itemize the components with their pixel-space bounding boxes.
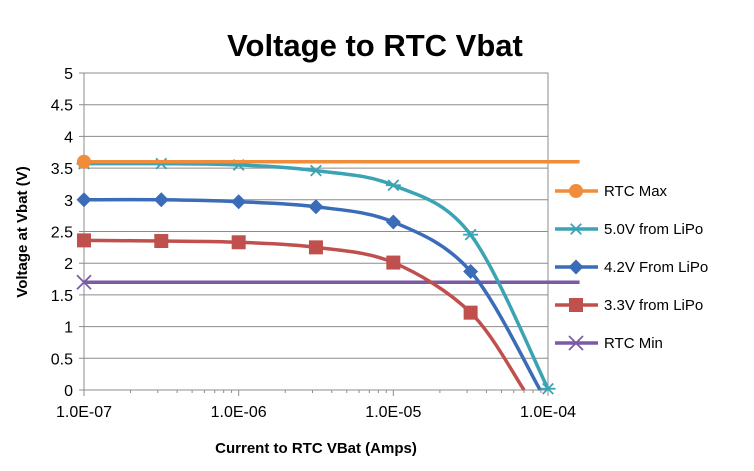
data-point-5-0v-from-lipo: [463, 228, 479, 241]
data-point-5-0v-from-lipo: [540, 382, 556, 395]
data-point-3-3v-from-lipo: [231, 235, 246, 250]
legend-marker: [569, 298, 583, 312]
x-tick-labels: 1.0E-07 1.0E-06 1.0E-05 1.0E-04: [56, 404, 576, 421]
series-rtc-min: [76, 274, 580, 290]
series-3-3v-from-lipo: [77, 233, 526, 391]
y-tick-label: 5: [64, 66, 73, 83]
gridlines: [84, 72, 548, 359]
data-point-3-3v-from-lipo: [463, 305, 478, 320]
legend-item-rtc-max: RTC Max: [555, 183, 668, 200]
x-tick-label: 1.0E-04: [520, 404, 576, 421]
legend-marker: [568, 259, 584, 275]
x-tick-label: 1.0E-05: [365, 404, 421, 421]
series-rtc-max: [77, 154, 580, 169]
y-tick-label: 0: [64, 383, 73, 400]
data-point-5-0v-from-lipo: [308, 164, 324, 177]
y-tick-label: 2.5: [51, 225, 73, 242]
data-point-4-2v-from-lipo: [153, 192, 169, 208]
data-point-3-3v-from-lipo: [77, 233, 91, 248]
legend-label: RTC Max: [604, 183, 668, 200]
y-tick-label: 1.5: [51, 288, 73, 305]
legend-label: 3.3V from LiPo: [604, 297, 703, 314]
x-tick-label: 1.0E-07: [56, 404, 112, 421]
series-4-2v-from-lipo: [76, 192, 542, 391]
data-point-4-2v-from-lipo: [463, 263, 479, 279]
legend-item-rtc-min: RTC Min: [555, 335, 663, 352]
y-tick-label: 4: [64, 129, 73, 146]
data-point-5-0v-from-lipo: [153, 157, 169, 170]
data-point-4-2v-from-lipo: [385, 214, 401, 230]
y-tick-labels: 0 0.5 1 1.5 2 2.5 3 3.5 4 4.5 5: [51, 66, 73, 400]
data-point-4-2v-from-lipo: [231, 194, 247, 210]
series-group: [76, 154, 580, 395]
data-point-3-3v-from-lipo: [308, 240, 323, 255]
data-point-4-2v-from-lipo: [76, 192, 92, 208]
data-point-rtc-min: [76, 274, 92, 290]
y-axis-label: Voltage at Vbat (V): [14, 166, 31, 297]
legend-item-5-0v-from-lipo: 5.0V from LiPo: [555, 221, 703, 238]
data-point-3-3v-from-lipo: [386, 255, 401, 270]
data-point-3-3v-from-lipo: [154, 234, 169, 249]
legend-label: 4.2V From LiPo: [604, 259, 708, 276]
axes: [79, 72, 549, 396]
data-point-4-2v-from-lipo: [308, 199, 324, 215]
legend-item-3-3v-from-lipo: 3.3V from LiPo: [555, 297, 703, 314]
legend-marker: [568, 335, 584, 351]
x-tick-label: 1.0E-06: [211, 404, 267, 421]
legend-marker: [569, 184, 583, 198]
y-tick-label: 3: [64, 193, 73, 210]
y-tick-label: 2: [64, 256, 73, 273]
y-tick-label: 3.5: [51, 161, 73, 178]
data-point-5-0v-from-lipo: [385, 179, 401, 192]
legend: RTC Max 5.0V from LiPo 4.2V From LiPo 3.3V …: [555, 183, 708, 352]
chart-title: Voltage to RTC Vbat: [227, 28, 523, 63]
legend-item-4-2v-from-lipo: 4.2V From LiPo: [555, 259, 708, 276]
legend-marker: [568, 223, 584, 235]
data-point-rtc-max: [77, 154, 91, 169]
y-tick-label: 0.5: [51, 351, 73, 368]
legend-label: RTC Min: [604, 335, 663, 352]
series-line-5-0v-from-lipo: [83, 161, 550, 390]
legend-label: 5.0V from LiPo: [604, 221, 703, 238]
y-tick-label: 1: [64, 320, 73, 337]
y-tick-label: 4.5: [51, 98, 73, 115]
x-axis-label: Current to RTC VBat (Amps): [215, 440, 417, 457]
